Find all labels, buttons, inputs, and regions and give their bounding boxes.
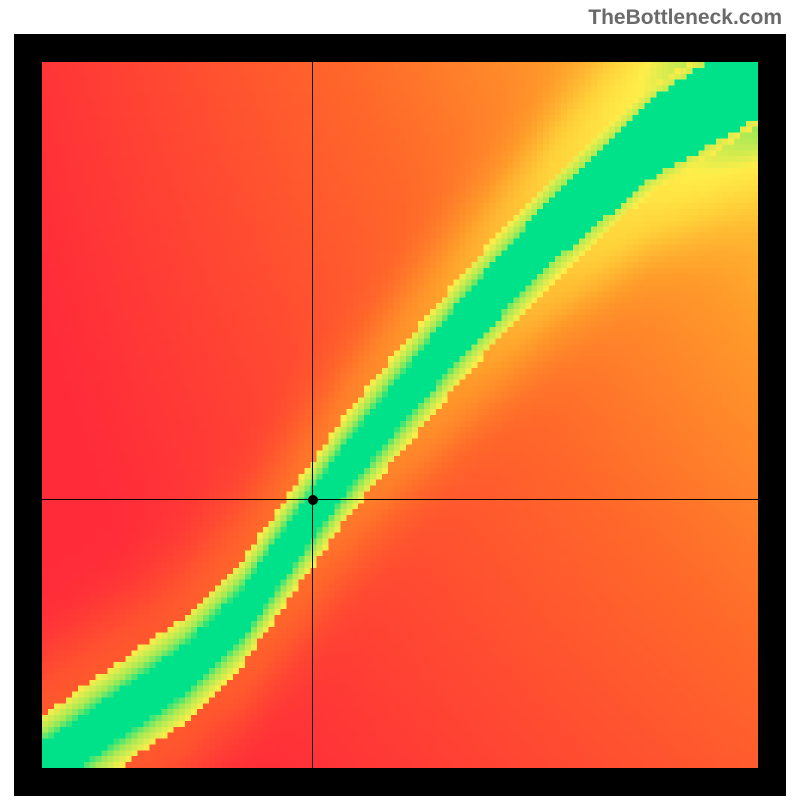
crosshair-marker — [308, 495, 318, 505]
plot-area — [42, 62, 758, 768]
watermark-text: TheBottleneck.com — [588, 6, 782, 30]
crosshair-horizontal — [42, 499, 758, 500]
root-container: TheBottleneck.com — [0, 0, 800, 800]
heatmap-canvas — [42, 62, 758, 768]
crosshair-vertical — [312, 62, 313, 768]
